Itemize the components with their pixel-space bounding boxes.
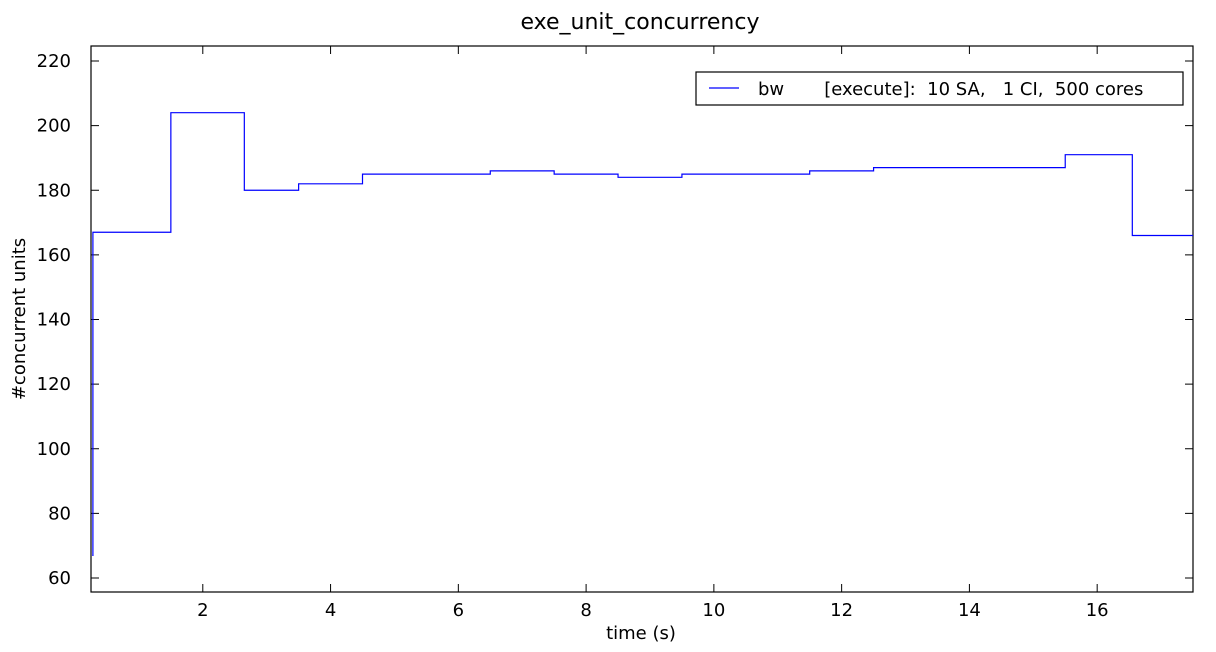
x-tick-label: 12 — [830, 600, 853, 621]
x-axis-ticks: 2 4 6 8 10 12 14 16 — [197, 46, 1109, 621]
chart-title: exe_unit_concurrency — [520, 10, 759, 35]
x-tick-label: 8 — [580, 600, 591, 621]
legend-label: bw [execute]: 10 SA, 1 CI, 500 cores — [758, 79, 1143, 100]
legend-box — [695, 71, 1184, 106]
x-tick-label: 4 — [325, 600, 336, 621]
y-tick-label: 60 — [48, 568, 71, 589]
y-tick-label: 140 — [37, 310, 71, 331]
y-tick-label: 160 — [37, 245, 71, 266]
y-tick-label: 180 — [37, 180, 71, 201]
y-tick-label: 220 — [37, 51, 71, 72]
x-tick-label: 2 — [197, 600, 208, 621]
x-tick-label: 6 — [453, 600, 464, 621]
legend: bw [execute]: 10 SA, 1 CI, 500 cores — [695, 71, 1184, 106]
x-tick-label: 10 — [702, 600, 725, 621]
x-tick-label: 16 — [1086, 600, 1109, 621]
x-axis-label: time (s) — [606, 623, 676, 644]
y-tick-label: 80 — [48, 503, 71, 524]
y-axis-label: #concurrent units — [9, 238, 30, 400]
y-tick-label: 200 — [37, 116, 71, 137]
y-axis-ticks: 60 80 100 120 140 160 180 200 220 — [37, 51, 1193, 589]
y-tick-label: 100 — [37, 439, 71, 460]
series-line — [92, 112, 1193, 556]
y-tick-label: 120 — [37, 374, 71, 395]
plot-area — [90, 45, 1194, 593]
x-tick-label: 14 — [958, 600, 981, 621]
